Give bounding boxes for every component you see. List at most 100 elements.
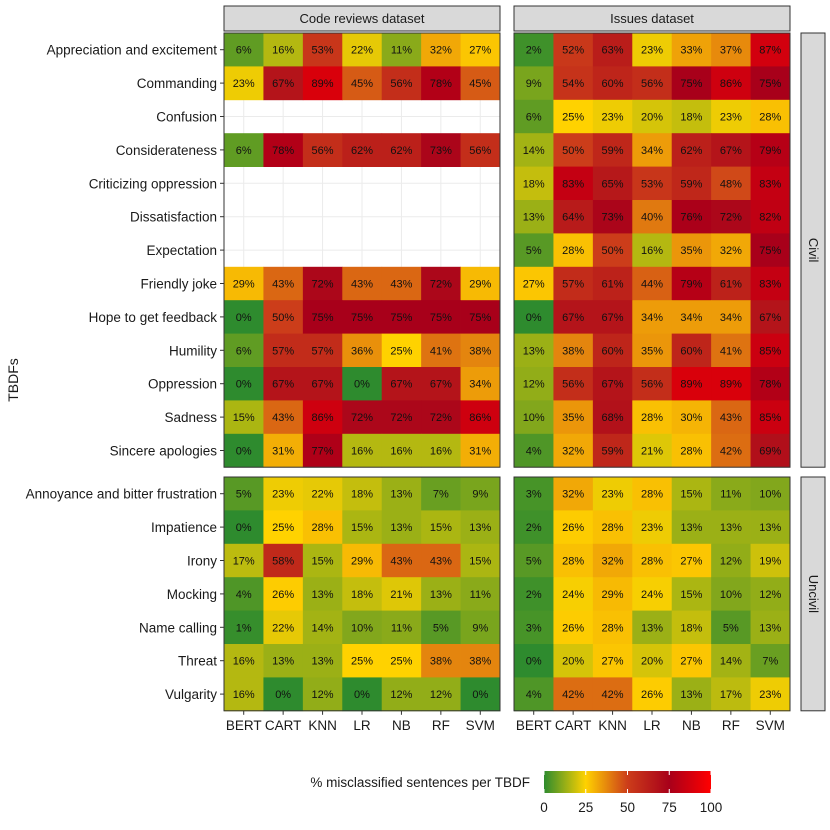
cell-label: 73% — [602, 212, 624, 224]
cell-label: 86% — [469, 412, 491, 424]
heatmap-cell — [514, 333, 554, 368]
legend-colorbar — [544, 771, 711, 793]
cell-label: 37% — [720, 45, 742, 57]
cell-label: 59% — [602, 145, 624, 157]
row-label: Irony — [187, 554, 217, 569]
heatmap-cell — [632, 644, 673, 678]
cell-label: 9% — [472, 622, 488, 634]
model-label: BERT — [226, 718, 262, 733]
heatmap-cell — [553, 333, 594, 368]
cell-label: 18% — [351, 589, 373, 601]
cell-label: 63% — [602, 45, 624, 57]
cell-label: 13% — [469, 522, 491, 534]
cell-label: 72% — [720, 212, 742, 224]
heatmap-cell — [750, 333, 791, 368]
heatmap-cell — [421, 610, 461, 645]
heatmap-cell — [263, 266, 304, 301]
heatmap-cell — [514, 510, 554, 545]
cell-label: 59% — [680, 178, 702, 190]
cell-label: 14% — [312, 622, 334, 634]
cell-label: 43% — [272, 279, 294, 291]
cell-label: 85% — [759, 412, 781, 424]
cell-label: 67% — [602, 312, 624, 324]
heatmap-cell — [711, 333, 751, 368]
heatmap-cell — [553, 133, 594, 167]
heatmap-cell — [671, 233, 712, 268]
cell-label: 28% — [641, 556, 663, 568]
heatmap-cell — [632, 333, 673, 368]
cell-label: 27% — [680, 556, 702, 568]
heatmap-cell — [460, 433, 501, 468]
heatmap-cell — [750, 300, 791, 334]
model-label: RF — [432, 718, 450, 733]
heatmap-cell — [381, 577, 422, 611]
heatmap-cell — [263, 577, 304, 611]
cell-label: 27% — [523, 279, 545, 291]
cell-label: 15% — [430, 522, 452, 534]
cell-label: 10% — [523, 412, 545, 424]
cell-label: 6% — [236, 145, 252, 157]
heatmap-cell — [302, 66, 343, 101]
heatmap-cell — [514, 233, 554, 268]
cell-label: 13% — [523, 345, 545, 357]
cell-label: 62% — [680, 145, 702, 157]
cell-label: 67% — [759, 312, 781, 324]
heatmap-cell — [711, 99, 751, 134]
heatmap-cell — [514, 300, 554, 334]
model-label: LR — [643, 718, 661, 733]
cell-label: 12% — [720, 556, 742, 568]
cell-label: 42% — [720, 446, 742, 458]
heatmap-cell — [592, 233, 633, 268]
cell-label: 23% — [233, 78, 255, 90]
heatmap-cell — [342, 477, 383, 511]
cell-label: 10% — [351, 622, 373, 634]
heatmap-cell — [460, 400, 501, 435]
heatmap-cell — [421, 433, 461, 468]
heatmap-cell — [460, 333, 501, 368]
heatmap-cell — [342, 644, 383, 678]
cell-label: 12% — [523, 379, 545, 391]
cell-label: 38% — [469, 656, 491, 668]
cell-label: 61% — [602, 279, 624, 291]
cell-label: 3% — [526, 489, 542, 501]
cell-label: 15% — [469, 556, 491, 568]
cell-label: 28% — [562, 245, 584, 257]
heatmap-cell — [224, 400, 264, 435]
cell-label: 67% — [390, 379, 412, 391]
heatmap-cell — [632, 133, 673, 167]
heatmap-cell — [263, 510, 304, 545]
heatmap-cell — [342, 610, 383, 645]
heatmap-cell — [671, 510, 712, 545]
heatmap-cell — [224, 333, 264, 368]
heatmap-cell — [553, 677, 594, 712]
cell-label: 9% — [526, 78, 542, 90]
cell-label: 83% — [562, 178, 584, 190]
heatmap-cell — [421, 677, 461, 712]
heatmap-cell — [514, 133, 554, 167]
cell-label: 5% — [236, 489, 252, 501]
cell-label: 43% — [430, 556, 452, 568]
heatmap-cell — [592, 610, 633, 645]
heatmap-cell — [224, 677, 264, 712]
heatmap-cell — [224, 433, 264, 468]
heatmap-cell — [592, 433, 633, 468]
cell-label: 86% — [312, 412, 334, 424]
heatmap-cell — [671, 99, 712, 134]
heatmap-cell — [342, 333, 383, 368]
cell-label: 77% — [312, 446, 334, 458]
row-label: Considerateness — [116, 143, 218, 158]
cell-label: 86% — [720, 78, 742, 90]
cell-label: 28% — [602, 522, 624, 534]
cell-label: 75% — [759, 78, 781, 90]
cell-label: 75% — [680, 78, 702, 90]
cell-label: 56% — [312, 145, 334, 157]
cell-label: 32% — [602, 556, 624, 568]
cell-label: 0% — [236, 522, 252, 534]
cell-label: 26% — [562, 622, 584, 634]
cell-label: 50% — [562, 145, 584, 157]
cell-label: 18% — [680, 622, 702, 634]
cell-label: 21% — [641, 446, 663, 458]
cell-label: 72% — [312, 279, 334, 291]
heatmap-cell — [671, 677, 712, 712]
cell-label: 65% — [602, 178, 624, 190]
